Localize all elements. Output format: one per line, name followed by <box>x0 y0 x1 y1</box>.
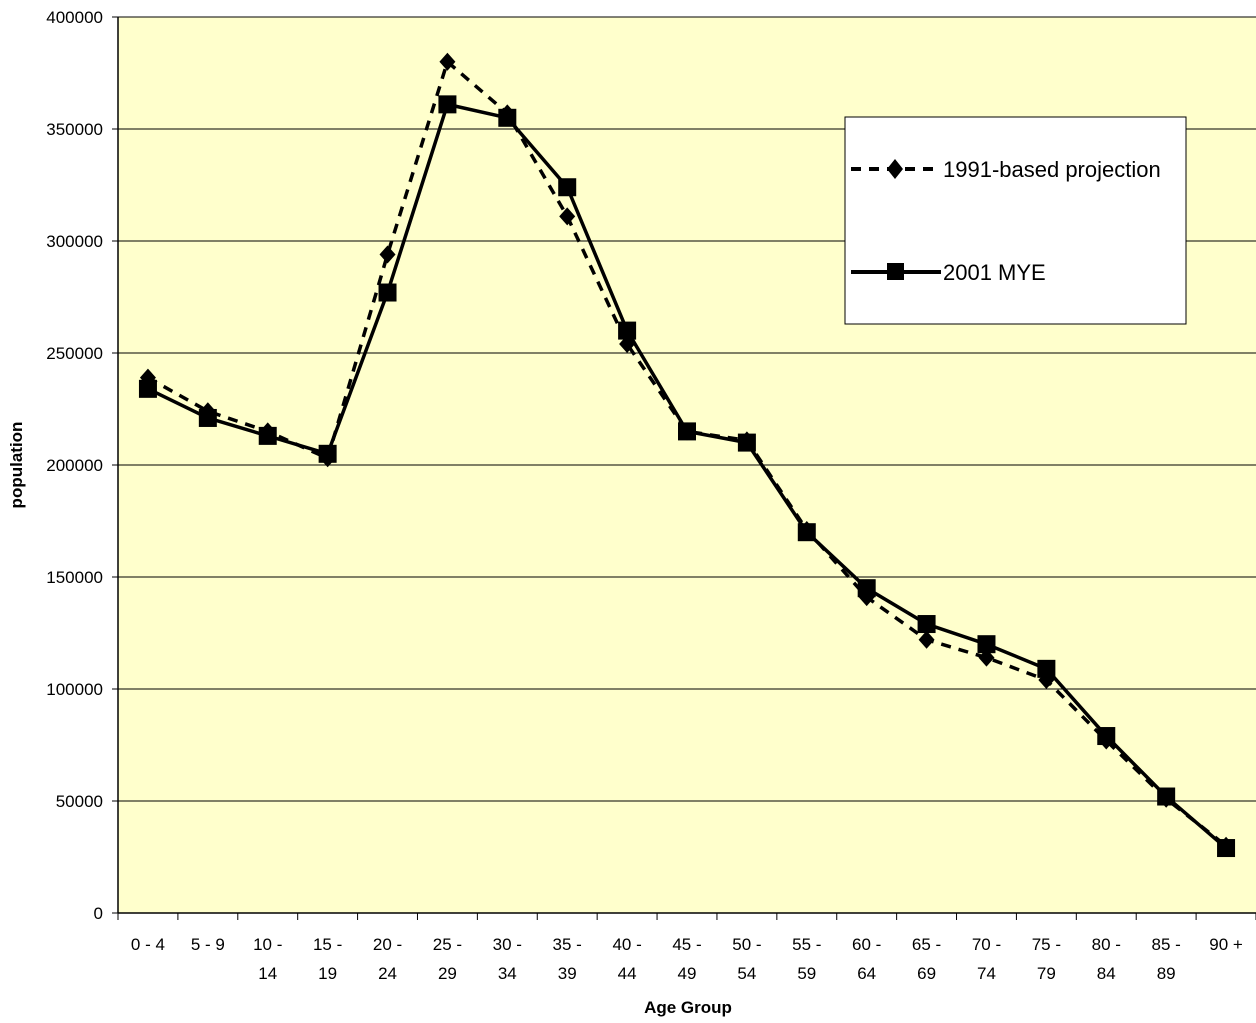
x-tick-label: 45 - <box>672 935 701 954</box>
data-point-square <box>678 422 696 441</box>
x-tick-label: 75 - <box>1032 935 1061 954</box>
data-point-square <box>1097 727 1116 746</box>
x-tick-label: 74 <box>977 964 996 983</box>
data-point-square <box>258 426 277 445</box>
series-1 <box>138 95 1236 858</box>
x-tick-label: 55 - <box>792 935 821 954</box>
x-tick-label: 90 + <box>1209 935 1243 954</box>
data-point-square <box>1037 659 1056 678</box>
x-tick-label: 39 <box>558 964 577 983</box>
y-tick-label: 350000 <box>46 120 103 139</box>
axes <box>112 16 1256 920</box>
data-point-square <box>797 523 816 542</box>
x-tick-label: 34 <box>498 964 517 983</box>
x-tick-label: 29 <box>438 964 457 983</box>
x-tick-label: 5 - 9 <box>191 935 225 954</box>
data-point-square <box>198 408 217 427</box>
data-point-square <box>138 379 157 398</box>
x-tick-label: 69 <box>917 964 936 983</box>
x-tick-label: 44 <box>618 964 637 983</box>
data-point-square <box>917 615 936 634</box>
data-point-square <box>438 95 457 114</box>
x-tick-label: 35 - <box>553 935 582 954</box>
x-tick-label: 10 - <box>253 935 282 954</box>
x-tick-label: 79 <box>1037 964 1056 983</box>
data-point-square <box>737 433 756 452</box>
data-point-square <box>618 321 637 340</box>
x-tick-label: 15 - <box>313 935 342 954</box>
data-point-square <box>378 283 397 302</box>
data-point-diamond <box>559 207 576 226</box>
tick-labels: 0 50000 100000 150000 200000 250000 300000 3500… <box>46 8 1243 983</box>
x-tick-label: 25 - <box>433 935 462 954</box>
x-tick-label: 19 <box>318 964 337 983</box>
y-tick-label: 250000 <box>46 344 103 363</box>
y-axis-title: population <box>7 422 26 509</box>
series-group <box>138 52 1236 858</box>
legend-marker-square <box>887 263 904 280</box>
x-tick-label: 40 - <box>612 935 641 954</box>
data-point-diamond <box>918 630 935 649</box>
x-tick-label: 14 <box>258 964 277 983</box>
x-tick-label: 0 - 4 <box>131 935 165 954</box>
y-tick-label: 300000 <box>46 232 103 251</box>
data-point-square <box>1157 787 1176 806</box>
x-tick-label: 65 - <box>912 935 941 954</box>
x-tick-label: 54 <box>737 964 756 983</box>
x-tick-label: 24 <box>378 964 397 983</box>
x-tick-label: 59 <box>797 964 816 983</box>
x-tick-label: 70 - <box>972 935 1001 954</box>
x-tick-label: 30 - <box>493 935 522 954</box>
y-tick-label: 400000 <box>46 8 103 27</box>
x-tick-label: 85 - <box>1152 935 1181 954</box>
legend-marker-diamond <box>887 159 903 179</box>
y-tick-label: 0 <box>94 904 103 923</box>
y-tick-label: 100000 <box>46 680 103 699</box>
y-tick-label: 200000 <box>46 456 103 475</box>
legend-box <box>844 116 1187 325</box>
data-point-square <box>318 444 337 463</box>
x-tick-label: 64 <box>857 964 876 983</box>
x-tick-label: 50 - <box>732 935 761 954</box>
x-tick-label: 49 <box>678 964 697 983</box>
data-point-square <box>1217 839 1236 858</box>
data-point-square <box>558 178 577 197</box>
legend-label-1991-projection: 1991-based projection <box>943 157 1161 182</box>
data-point-diamond <box>439 52 456 71</box>
data-point-diamond <box>379 245 396 264</box>
data-point-square <box>498 108 517 127</box>
data-point-square <box>857 579 876 598</box>
y-tick-label: 50000 <box>56 792 103 811</box>
x-tick-label: 84 <box>1097 964 1116 983</box>
data-point-square <box>977 635 996 654</box>
x-tick-label: 80 - <box>1092 935 1121 954</box>
x-tick-label: 60 - <box>852 935 881 954</box>
x-axis-title: Age Group <box>644 998 732 1017</box>
y-tick-label: 150000 <box>46 568 103 587</box>
legend: 1991-based projection 2001 MYE <box>844 116 1187 325</box>
x-tick-label: 89 <box>1157 964 1176 983</box>
x-tick-label: 20 - <box>373 935 402 954</box>
legend-label-2001-mye: 2001 MYE <box>943 260 1046 285</box>
